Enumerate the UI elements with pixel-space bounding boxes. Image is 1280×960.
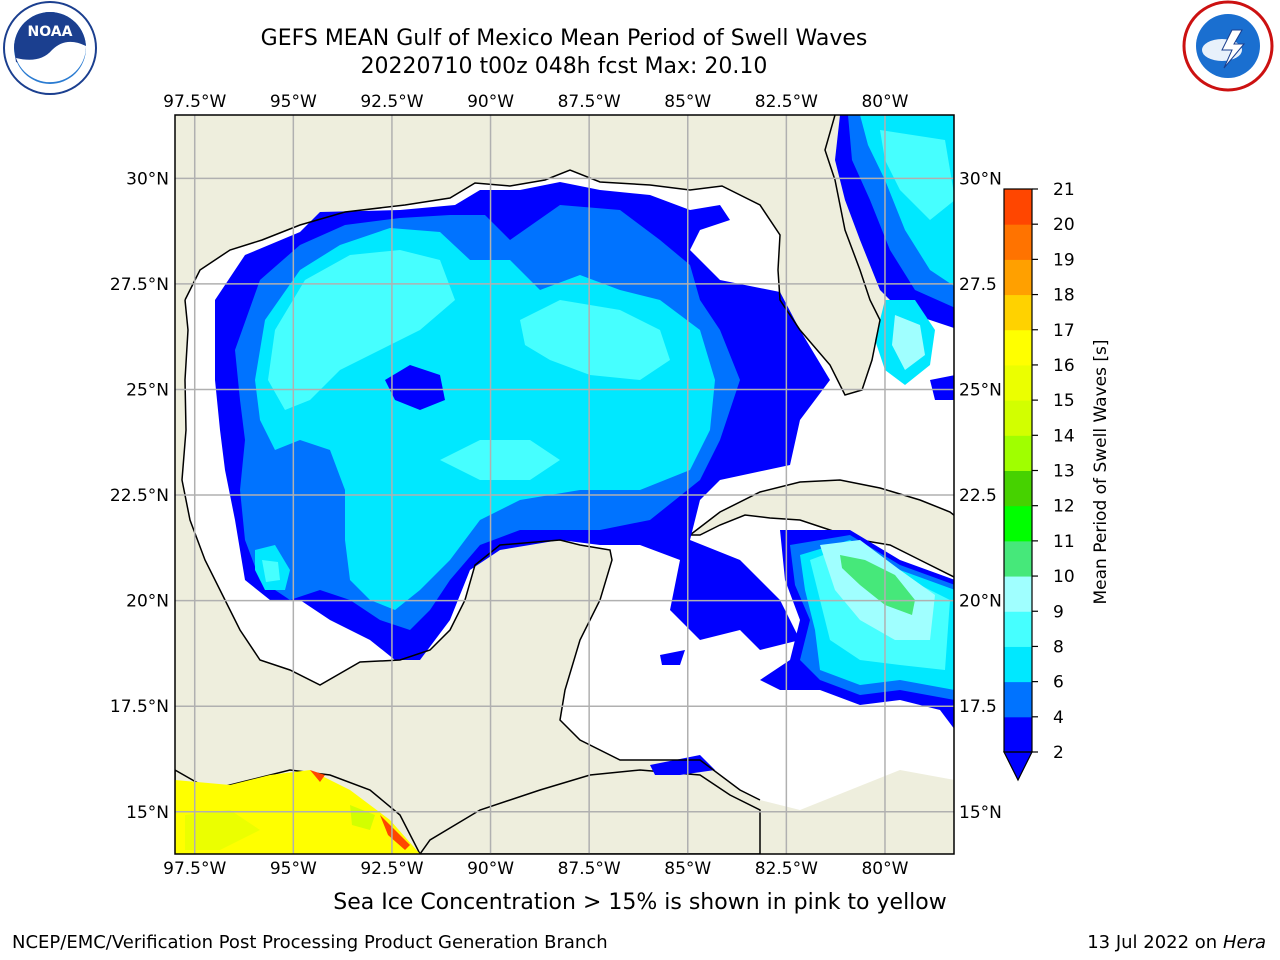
colorbar-tick-label: 15 <box>1053 391 1075 411</box>
colorbar-extend-arrow <box>1003 751 1033 782</box>
colorbar-segment <box>1004 681 1032 718</box>
lat-tick-label-left: 17.5°N <box>110 697 169 717</box>
colorbar-segment <box>1004 435 1032 471</box>
colorbar-tick-label: 8 <box>1053 637 1064 657</box>
nws-logo <box>1182 0 1274 92</box>
colorbar-tick-label: 12 <box>1053 497 1075 517</box>
footer-date-text: 13 Jul 2022 on <box>1087 932 1223 953</box>
colorbar-segment <box>1004 505 1032 542</box>
colorbar-segment <box>1004 189 1032 225</box>
lon-tick-label-bottom: 92.5°W <box>360 859 423 879</box>
colorbar-tick-label: 18 <box>1053 286 1075 306</box>
lon-tick-label-top: 87.5°W <box>558 92 621 112</box>
colorbar-tick-label: 10 <box>1053 567 1075 587</box>
colorbar: 2 4 6 8 9 10 11 12 13 14 15 16 17 18 19 20 21 <box>1003 180 1075 782</box>
lon-tick-label-bottom: 80°W <box>861 859 908 879</box>
lon-tick-label-bottom: 90°W <box>467 859 514 879</box>
lon-tick-label-bottom: 87.5°W <box>558 859 621 879</box>
noaa-logo-text: NOAA <box>28 24 73 40</box>
lat-tick-label-right: 27.5 <box>959 275 997 295</box>
colorbar-tick-label: 4 <box>1053 708 1064 728</box>
lat-tick-label-left: 20°N <box>126 592 169 612</box>
colorbar-segment <box>1004 400 1032 436</box>
lon-tick-label-bottom: 82.5°W <box>755 859 818 879</box>
lat-tick-label-right: 22.5 <box>959 486 997 506</box>
colorbar-tick-label: 2 <box>1053 743 1064 763</box>
colorbar-tick-label: 13 <box>1053 462 1075 482</box>
lat-tick-label-right: 25°N <box>959 380 1002 400</box>
colorbar-segment <box>1004 716 1032 753</box>
colorbar-segment <box>1004 611 1032 647</box>
colorbar-tick-label: 20 <box>1053 215 1075 235</box>
noaa-logo: NOAA <box>3 1 97 95</box>
map-frame <box>174 114 955 855</box>
lon-tick-label-top: 85°W <box>664 92 711 112</box>
swell-contours <box>175 115 954 854</box>
lon-tick-label-bottom: 85°W <box>664 859 711 879</box>
lat-tick-label-left: 22.5°N <box>110 486 169 506</box>
colorbar-segment <box>1004 540 1032 577</box>
sea-ice-note: Sea Ice Concentration > 15% is shown in … <box>333 890 947 915</box>
lat-tick-label-right: 30°N <box>959 169 1002 189</box>
colorbar-segment <box>1004 294 1032 331</box>
cuba-land <box>687 479 954 578</box>
map-title: GEFS MEAN Gulf of Mexico Mean Period of … <box>260 26 868 51</box>
map-tick-labels: 97.5°W 97.5°W 95°W 95°W 92.5°W 92.5°W 90°W 90°W… <box>110 92 1002 879</box>
colorbar-segment <box>1004 224 1032 260</box>
colorbar-segment <box>1004 259 1032 296</box>
lon-tick-label-top: 95°W <box>270 92 317 112</box>
lat-tick-label-left: 25°N <box>126 380 169 400</box>
colorbar-tick-label: 11 <box>1053 532 1075 552</box>
lat-tick-label-left: 15°N <box>126 803 169 823</box>
colorbar-label: Mean Period of Swell Waves [s] <box>1091 340 1111 605</box>
colorbar-tick-label: 19 <box>1053 250 1075 270</box>
lon-tick-label-top: 80°W <box>861 92 908 112</box>
map-subtitle: 20220710 t00z 048h fcst Max: 20.10 <box>360 54 768 79</box>
footer-host: Hera <box>1222 932 1266 953</box>
colorbar-tick-label: 14 <box>1053 426 1075 446</box>
colorbar-tick-label: 9 <box>1053 602 1064 622</box>
colorbar-tick-label: 17 <box>1053 321 1075 341</box>
lat-tick-label-right: 17.5 <box>959 697 997 717</box>
lon-tick-label-top: 82.5°W <box>755 92 818 112</box>
colorbar-tick-label: 16 <box>1053 356 1075 376</box>
colorbar-tick-label: 6 <box>1053 673 1064 693</box>
colorbar-segment <box>1004 576 1032 612</box>
lat-tick-label-left: 27.5°N <box>110 275 169 295</box>
lon-tick-label-top: 90°W <box>467 92 514 112</box>
map-plot-area <box>175 115 954 854</box>
map-gridlines <box>175 115 954 854</box>
colorbar-segment <box>1004 646 1032 683</box>
colorbar-tick-label: 21 <box>1053 180 1075 200</box>
lat-tick-label-left: 30°N <box>126 169 169 189</box>
colorbar-segment <box>1004 329 1032 366</box>
footer-credit: NCEP/EMC/Verification Post Processing Pr… <box>12 932 608 953</box>
lon-tick-label-top: 97.5°W <box>163 92 226 112</box>
lat-tick-label-right: 15°N <box>959 803 1002 823</box>
lon-tick-label-bottom: 97.5°W <box>163 859 226 879</box>
colorbar-segment <box>1004 364 1032 401</box>
lat-tick-label-right: 20°N <box>959 592 1002 612</box>
lon-tick-label-top: 92.5°W <box>360 92 423 112</box>
footer-date: 13 Jul 2022 on Hera <box>1087 932 1266 953</box>
colorbar-segment <box>1004 470 1032 507</box>
lon-tick-label-bottom: 95°W <box>270 859 317 879</box>
coastline <box>184 115 881 396</box>
